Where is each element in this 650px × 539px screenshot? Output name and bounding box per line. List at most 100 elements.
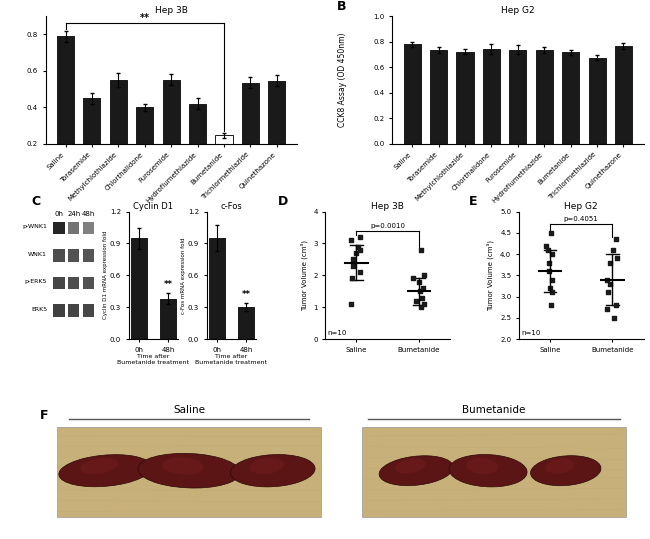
- Text: C: C: [32, 195, 41, 208]
- Text: n=10: n=10: [328, 330, 347, 336]
- Bar: [53, 304, 65, 316]
- Point: [547, 275, 557, 284]
- Point: [417, 293, 427, 302]
- Ellipse shape: [530, 455, 601, 486]
- Point: [544, 258, 554, 267]
- Bar: [68, 246, 79, 264]
- Bar: [53, 246, 65, 264]
- Title: Cyclin D1: Cyclin D1: [133, 202, 174, 211]
- Bar: [53, 274, 65, 292]
- Y-axis label: c-Fos mRNA expression fold: c-Fos mRNA expression fold: [181, 237, 187, 314]
- Text: E: E: [469, 195, 478, 208]
- Bar: [588, 58, 606, 143]
- Text: n=10: n=10: [521, 330, 541, 336]
- Title: c-Fos: c-Fos: [220, 202, 242, 211]
- Title: Hep G2: Hep G2: [501, 6, 535, 16]
- Text: 48h: 48h: [81, 211, 95, 217]
- Text: ERK5: ERK5: [31, 307, 47, 312]
- Point: [546, 301, 556, 309]
- Bar: [238, 307, 254, 339]
- Bar: [242, 82, 259, 180]
- Text: **: **: [242, 289, 250, 299]
- Ellipse shape: [250, 458, 284, 474]
- Text: p-WNK1: p-WNK1: [22, 224, 47, 229]
- Point: [355, 233, 365, 241]
- Bar: [57, 36, 74, 180]
- FancyBboxPatch shape: [363, 427, 625, 517]
- Bar: [131, 238, 147, 339]
- Bar: [404, 44, 421, 143]
- Point: [540, 241, 551, 250]
- Bar: [53, 249, 65, 261]
- Bar: [83, 222, 94, 234]
- Point: [416, 245, 426, 254]
- Point: [545, 229, 556, 237]
- Point: [354, 245, 365, 254]
- Title: Hep 3B: Hep 3B: [371, 202, 404, 211]
- Ellipse shape: [162, 458, 203, 475]
- Bar: [83, 249, 94, 261]
- Point: [411, 296, 421, 305]
- Text: p-ERK5: p-ERK5: [25, 279, 47, 284]
- Bar: [68, 277, 79, 289]
- Point: [603, 288, 613, 296]
- Ellipse shape: [545, 459, 574, 474]
- Bar: [83, 98, 101, 180]
- Bar: [83, 301, 94, 319]
- Ellipse shape: [80, 458, 118, 474]
- Bar: [68, 274, 79, 292]
- Point: [547, 288, 557, 296]
- Bar: [162, 80, 179, 180]
- Bar: [209, 238, 225, 339]
- Bar: [268, 81, 285, 180]
- Point: [611, 301, 621, 309]
- Point: [609, 314, 619, 322]
- Ellipse shape: [138, 453, 240, 488]
- Point: [611, 235, 621, 244]
- Text: D: D: [278, 195, 288, 208]
- Point: [348, 255, 358, 264]
- Bar: [53, 219, 65, 237]
- Bar: [430, 50, 447, 143]
- Point: [345, 236, 356, 245]
- Text: **: **: [140, 12, 150, 23]
- Point: [543, 245, 554, 254]
- Bar: [562, 52, 579, 143]
- Bar: [68, 304, 79, 316]
- Text: WNK1: WNK1: [28, 252, 47, 257]
- Title: Hep 3B: Hep 3B: [155, 6, 188, 16]
- Point: [416, 303, 426, 312]
- Y-axis label: Tumor Volume (cm³): Tumor Volume (cm³): [300, 240, 307, 311]
- Point: [547, 250, 558, 258]
- Point: [353, 243, 363, 251]
- Bar: [536, 50, 553, 143]
- Ellipse shape: [395, 459, 426, 474]
- Bar: [53, 277, 65, 289]
- Ellipse shape: [449, 454, 527, 487]
- Bar: [83, 274, 94, 292]
- Bar: [456, 52, 474, 143]
- Point: [607, 245, 618, 254]
- Point: [415, 287, 425, 295]
- X-axis label: Time after
Bumetanide treatment: Time after Bumetanide treatment: [118, 354, 189, 365]
- Bar: [215, 135, 233, 180]
- Bar: [136, 107, 153, 180]
- X-axis label: Time after
Bumetanide treatment: Time after Bumetanide treatment: [196, 354, 267, 365]
- Point: [601, 305, 612, 314]
- Point: [419, 271, 430, 280]
- Point: [605, 258, 616, 267]
- Bar: [189, 103, 206, 180]
- Title: Hep G2: Hep G2: [564, 202, 598, 211]
- Point: [417, 284, 428, 292]
- Bar: [110, 80, 127, 180]
- Text: Bumetanide: Bumetanide: [462, 405, 526, 415]
- Text: 24h: 24h: [67, 211, 81, 217]
- Y-axis label: Cyclin D1 mRNA expression fold: Cyclin D1 mRNA expression fold: [103, 231, 109, 320]
- Bar: [68, 249, 79, 261]
- Point: [354, 268, 365, 277]
- Bar: [615, 46, 632, 143]
- FancyBboxPatch shape: [57, 427, 320, 517]
- Text: F: F: [40, 409, 48, 422]
- Text: Saline: Saline: [173, 405, 205, 415]
- Ellipse shape: [379, 456, 454, 486]
